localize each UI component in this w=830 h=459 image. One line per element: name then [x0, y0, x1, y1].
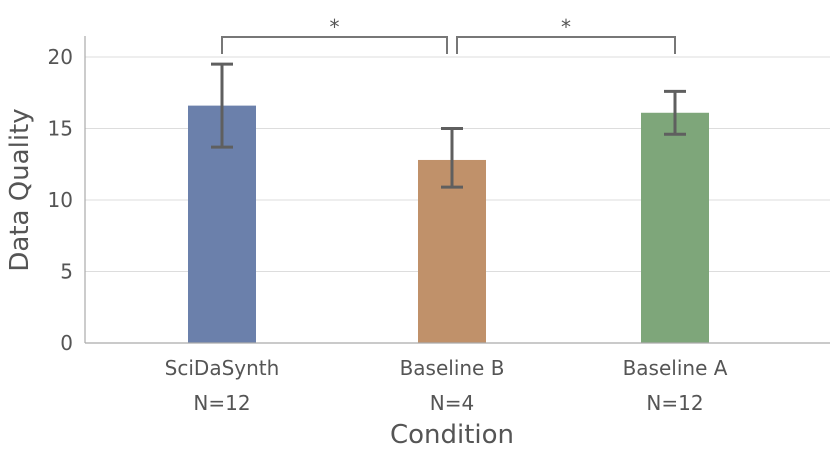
y-tick-label: 5 — [60, 260, 73, 284]
y-tick-labels: 0 5 10 15 20 — [48, 45, 73, 355]
y-tick-label: 15 — [48, 117, 73, 141]
x-axis-title: Condition — [390, 420, 514, 450]
bars — [188, 105, 709, 344]
error-bar — [211, 62, 233, 149]
significance-label: * — [561, 15, 571, 39]
x-tick-label: Baseline A — [623, 356, 728, 380]
x-category-labels: SciDaSynth N=12 Baseline B N=4 Baseline A N=1… — [165, 356, 728, 415]
error-bar — [441, 127, 463, 189]
x-tick-label: Baseline B — [400, 356, 505, 380]
sample-size-label: N=12 — [646, 391, 703, 415]
bar-baseline-a — [641, 112, 709, 344]
x-tick-label: SciDaSynth — [165, 356, 280, 380]
sample-size-label: N=4 — [430, 391, 474, 415]
significance-bracket — [456, 36, 676, 54]
significance-bracket — [221, 36, 448, 54]
significance-brackets: * * — [221, 15, 676, 54]
y-tick-label: 0 — [60, 331, 73, 355]
y-tick-label: 10 — [48, 188, 73, 212]
error-bars — [211, 62, 686, 189]
sample-size-label: N=12 — [193, 391, 250, 415]
y-axis-title: Data Quality — [5, 108, 35, 271]
significance-label: * — [330, 15, 340, 39]
error-bar — [664, 89, 686, 136]
y-tick-label: 20 — [48, 45, 73, 69]
bar-baseline-b — [418, 159, 486, 343]
